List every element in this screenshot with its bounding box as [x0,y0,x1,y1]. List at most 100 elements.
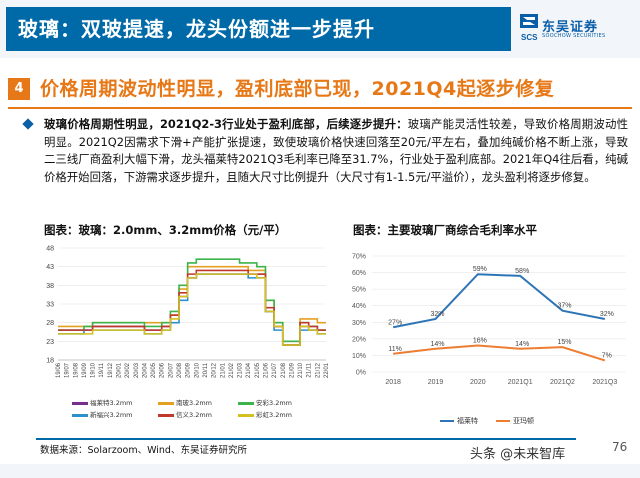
x-tick-label: 2018 [385,379,401,386]
page-number: 76 [612,440,628,454]
legend-item: 新福兴3.2mm [72,410,133,420]
legend-swatch [238,401,254,405]
x-tick-label: 22/01 [324,362,330,378]
y-tick-label: 48 [46,246,54,253]
bullet-body-text: 玻璃产能灵活性较差，导致价格周期波动性明显。2021Q2因需求下滑+产能扩张提速… [44,117,628,184]
data-label: 11% [388,346,402,353]
y-tick-label: 30% [352,320,366,327]
legend-label: 信义3.2mm [176,411,213,419]
x-tick-label: 2019 [428,379,444,386]
legend-item: 福莱特3.2mm [72,398,133,408]
legend-item: 南玻3.2mm [158,398,212,408]
margin-series-line [393,344,606,362]
x-tick-label: 20/12 [212,362,218,378]
legend-swatch [72,401,88,405]
x-tick-label: 19/09 [82,362,88,378]
price-series-line [58,273,326,346]
footer [0,438,640,478]
slide-title: 玻璃：双玻提速，龙头份额进一步提升 [6,7,511,51]
x-tick-label: 21/08 [281,362,287,378]
glass-price-legend: 福莱特3.2mm 南玻3.2mm 安彩3.2mm 新福兴3.2mm 信义3.2mm 彩虹3… [72,398,312,432]
logo-english-name: SOOCHOW SECURITIES [542,33,606,39]
x-tick-label: 20/05 [151,362,157,378]
x-tick-label: 21/04 [246,362,252,378]
legend-swatch [72,413,88,417]
price-series-line [58,258,326,343]
legend-swatch [496,420,510,422]
legend-swatch [238,413,254,417]
data-label: 7% [602,352,612,359]
y-tick-label: 43 [46,264,54,271]
y-tick-label: 23 [46,339,54,346]
y-tick-label: 10% [352,353,366,360]
y-tick-label: 18 [46,358,54,365]
price-series-line [58,273,326,346]
price-series-line [58,273,326,346]
legend-label: 南玻3.2mm [176,399,213,407]
x-tick-label: 20/10 [194,362,200,378]
legend-label: 安彩3.2mm [256,399,293,407]
x-tick-label: 2021Q3 [592,379,617,386]
data-label: 59% [473,266,487,273]
data-label: 32% [430,311,444,318]
x-tick-label: 20/08 [177,362,183,378]
legend-label: 福莱特3.2mm [90,399,133,407]
legend-label: 亚玛顿 [513,417,534,425]
gross-margin-chart: 70% 60% 50% 40% 30% 20% 10% 0% 2018 2019 2020 2021Q… [352,254,626,386]
legend-label: 福莱特 [457,417,478,425]
chart1-caption: 图表：玻璃：2.0mm、3.2mm价格（元/平） [44,223,287,237]
x-tick-label: 21/06 [263,362,269,378]
legend-item: 安彩3.2mm [238,398,292,408]
x-tick-label: 2021Q1 [508,379,533,386]
data-source: 数据来源：Solarzoom、Wind、东吴证券研究所 [40,445,247,456]
y-tick-label: 70% [352,254,366,261]
y-tick-label: 50% [352,287,366,294]
footer-divider [36,438,576,440]
legend-label: 彩虹3.2mm [256,411,293,419]
x-tick-label: 21/05 [255,362,261,378]
x-tick-label: 19/11 [99,362,105,377]
x-tick-label: 21/12 [315,362,321,378]
legend-swatch [158,413,174,417]
data-label: 37% [557,303,571,310]
x-tick-label: 21/02 [229,362,235,378]
legend-item: 彩虹3.2mm [238,410,292,420]
x-tick-label: 2021Q2 [550,379,575,386]
data-label: 16% [473,337,487,344]
header-band: 玻璃：双玻提速，龙头份额进一步提升 SCS 东吴证券 SOOCHOW SECUR… [0,0,640,58]
chart2-caption: 图表：主要玻璃厂商综合毛利率水平 [353,223,537,237]
margin-series-line [392,273,606,329]
gross-margin-legend: 福莱特 亚玛顿 [440,416,552,428]
x-tick-label: 19/12 [108,362,114,378]
section-heading: 4 价格周期波动性明显，盈利底部已现，2021Q4起逐步修复 [8,73,632,109]
x-tick-label: 21/07 [272,362,278,378]
x-tick-label: 20/04 [142,362,148,378]
y-tick-label: 38 [46,283,54,290]
y-tick-label: 20% [352,336,366,343]
legend-swatch [440,420,454,422]
company-logo: SCS 东吴证券 SOOCHOW SECURITIES [520,14,635,44]
legend-item: 亚玛顿 [496,417,534,425]
section-number-badge: 4 [8,78,30,100]
diamond-bullet-icon [22,118,34,130]
x-tick-label: 20/02 [125,362,131,378]
x-tick-label: 20/11 [203,362,209,377]
data-label: 27% [388,319,402,326]
x-tick-label: 20/01 [117,362,123,378]
x-tick-label: 21/01 [220,362,226,378]
legend-item: 信义3.2mm [158,410,212,420]
x-tick-label: 20/09 [186,362,192,378]
legend-swatch [158,401,174,405]
x-tick-label: 20/06 [160,362,166,378]
data-label: 32% [600,311,614,318]
x-tick-label: 19/08 [73,362,79,378]
x-tick-label: 20/03 [134,362,140,378]
x-tick-label: 21/09 [289,362,295,378]
section-underline [8,107,632,109]
x-tick-label: 19/06 [56,362,62,378]
y-tick-label: 28 [46,320,54,327]
price-series-line [58,269,326,346]
bottom-strip [0,464,640,478]
bullet-paragraph: 玻璃价格周期性明显，2021Q2-3行业处于盈利底部，后续逐步提升：玻璃产能灵活… [44,116,628,186]
